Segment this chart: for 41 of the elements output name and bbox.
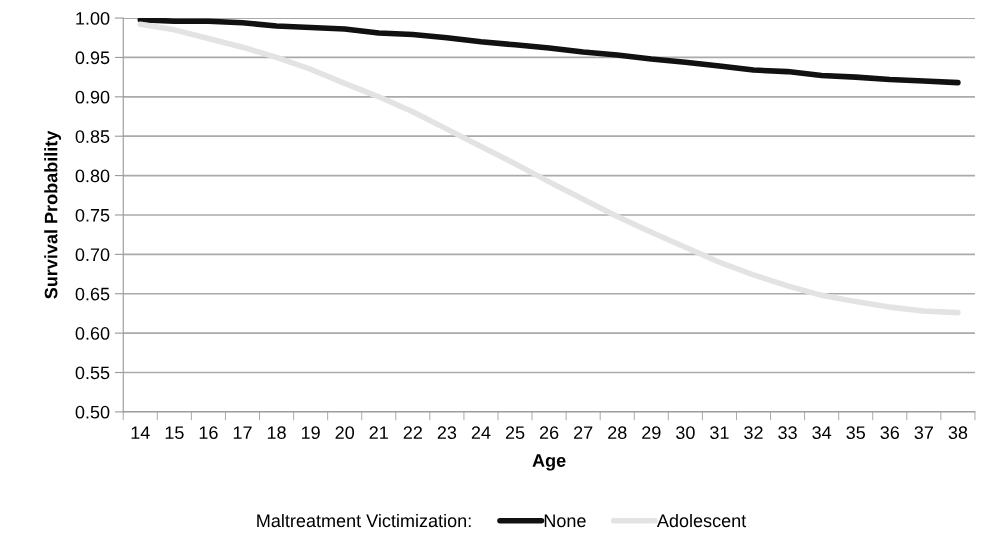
- x-tick-label: 17: [233, 426, 252, 439]
- x-tick-label: 35: [846, 426, 865, 440]
- legend-title: Maltreatment Victimization:: [257, 513, 471, 528]
- x-tick-label: 24: [471, 426, 491, 439]
- x-tick-label: 15: [165, 426, 184, 440]
- x-tick-label: 27: [574, 426, 593, 439]
- x-axis-title: Age: [532, 454, 566, 471]
- x-tick-label: 19: [301, 426, 320, 440]
- y-tick-label: 0.95: [75, 51, 110, 65]
- y-tick-label: 0.55: [75, 366, 110, 380]
- x-tick-label: 29: [642, 426, 661, 440]
- x-tick-label: 32: [744, 426, 763, 440]
- x-tick-label: 36: [880, 426, 900, 440]
- x-tick-label: 33: [778, 426, 797, 440]
- x-tick-label: 25: [505, 426, 525, 440]
- x-tick-label: 18: [267, 426, 286, 440]
- y-tick-label: 0.85: [75, 130, 110, 143]
- y-tick-label: 0.70: [75, 248, 110, 262]
- x-tick-label: 31: [710, 426, 729, 440]
- x-tick-label: 14: [131, 426, 150, 439]
- legend-label: Adolescent: [656, 513, 747, 528]
- x-tick-label: 21: [369, 426, 388, 439]
- x-tick-label: 23: [437, 426, 457, 440]
- y-tick-label: 0.50: [75, 405, 110, 419]
- y-tick-label: 0.90: [75, 90, 110, 104]
- y-tick-label: 0.65: [75, 287, 110, 301]
- x-tick-label: 20: [335, 426, 355, 440]
- y-tick-label: 0.75: [75, 208, 110, 222]
- x-tick-label: 28: [608, 426, 627, 440]
- x-tick-label: 16: [199, 426, 218, 440]
- x-tick-label: 30: [676, 426, 695, 440]
- y-axis-title: Survival Probability: [44, 130, 62, 299]
- x-tick-label: 37: [914, 426, 933, 440]
- legend-label: None: [544, 514, 586, 528]
- x-tick-label: 22: [403, 426, 422, 439]
- x-tick-label: 26: [539, 426, 559, 440]
- y-tick-label: 0.80: [75, 169, 110, 183]
- x-tick-label: 34: [812, 426, 832, 440]
- y-tick-label: 0.60: [75, 327, 110, 340]
- y-tick-label: 1.00: [76, 11, 110, 25]
- x-tick-label: 38: [948, 426, 968, 440]
